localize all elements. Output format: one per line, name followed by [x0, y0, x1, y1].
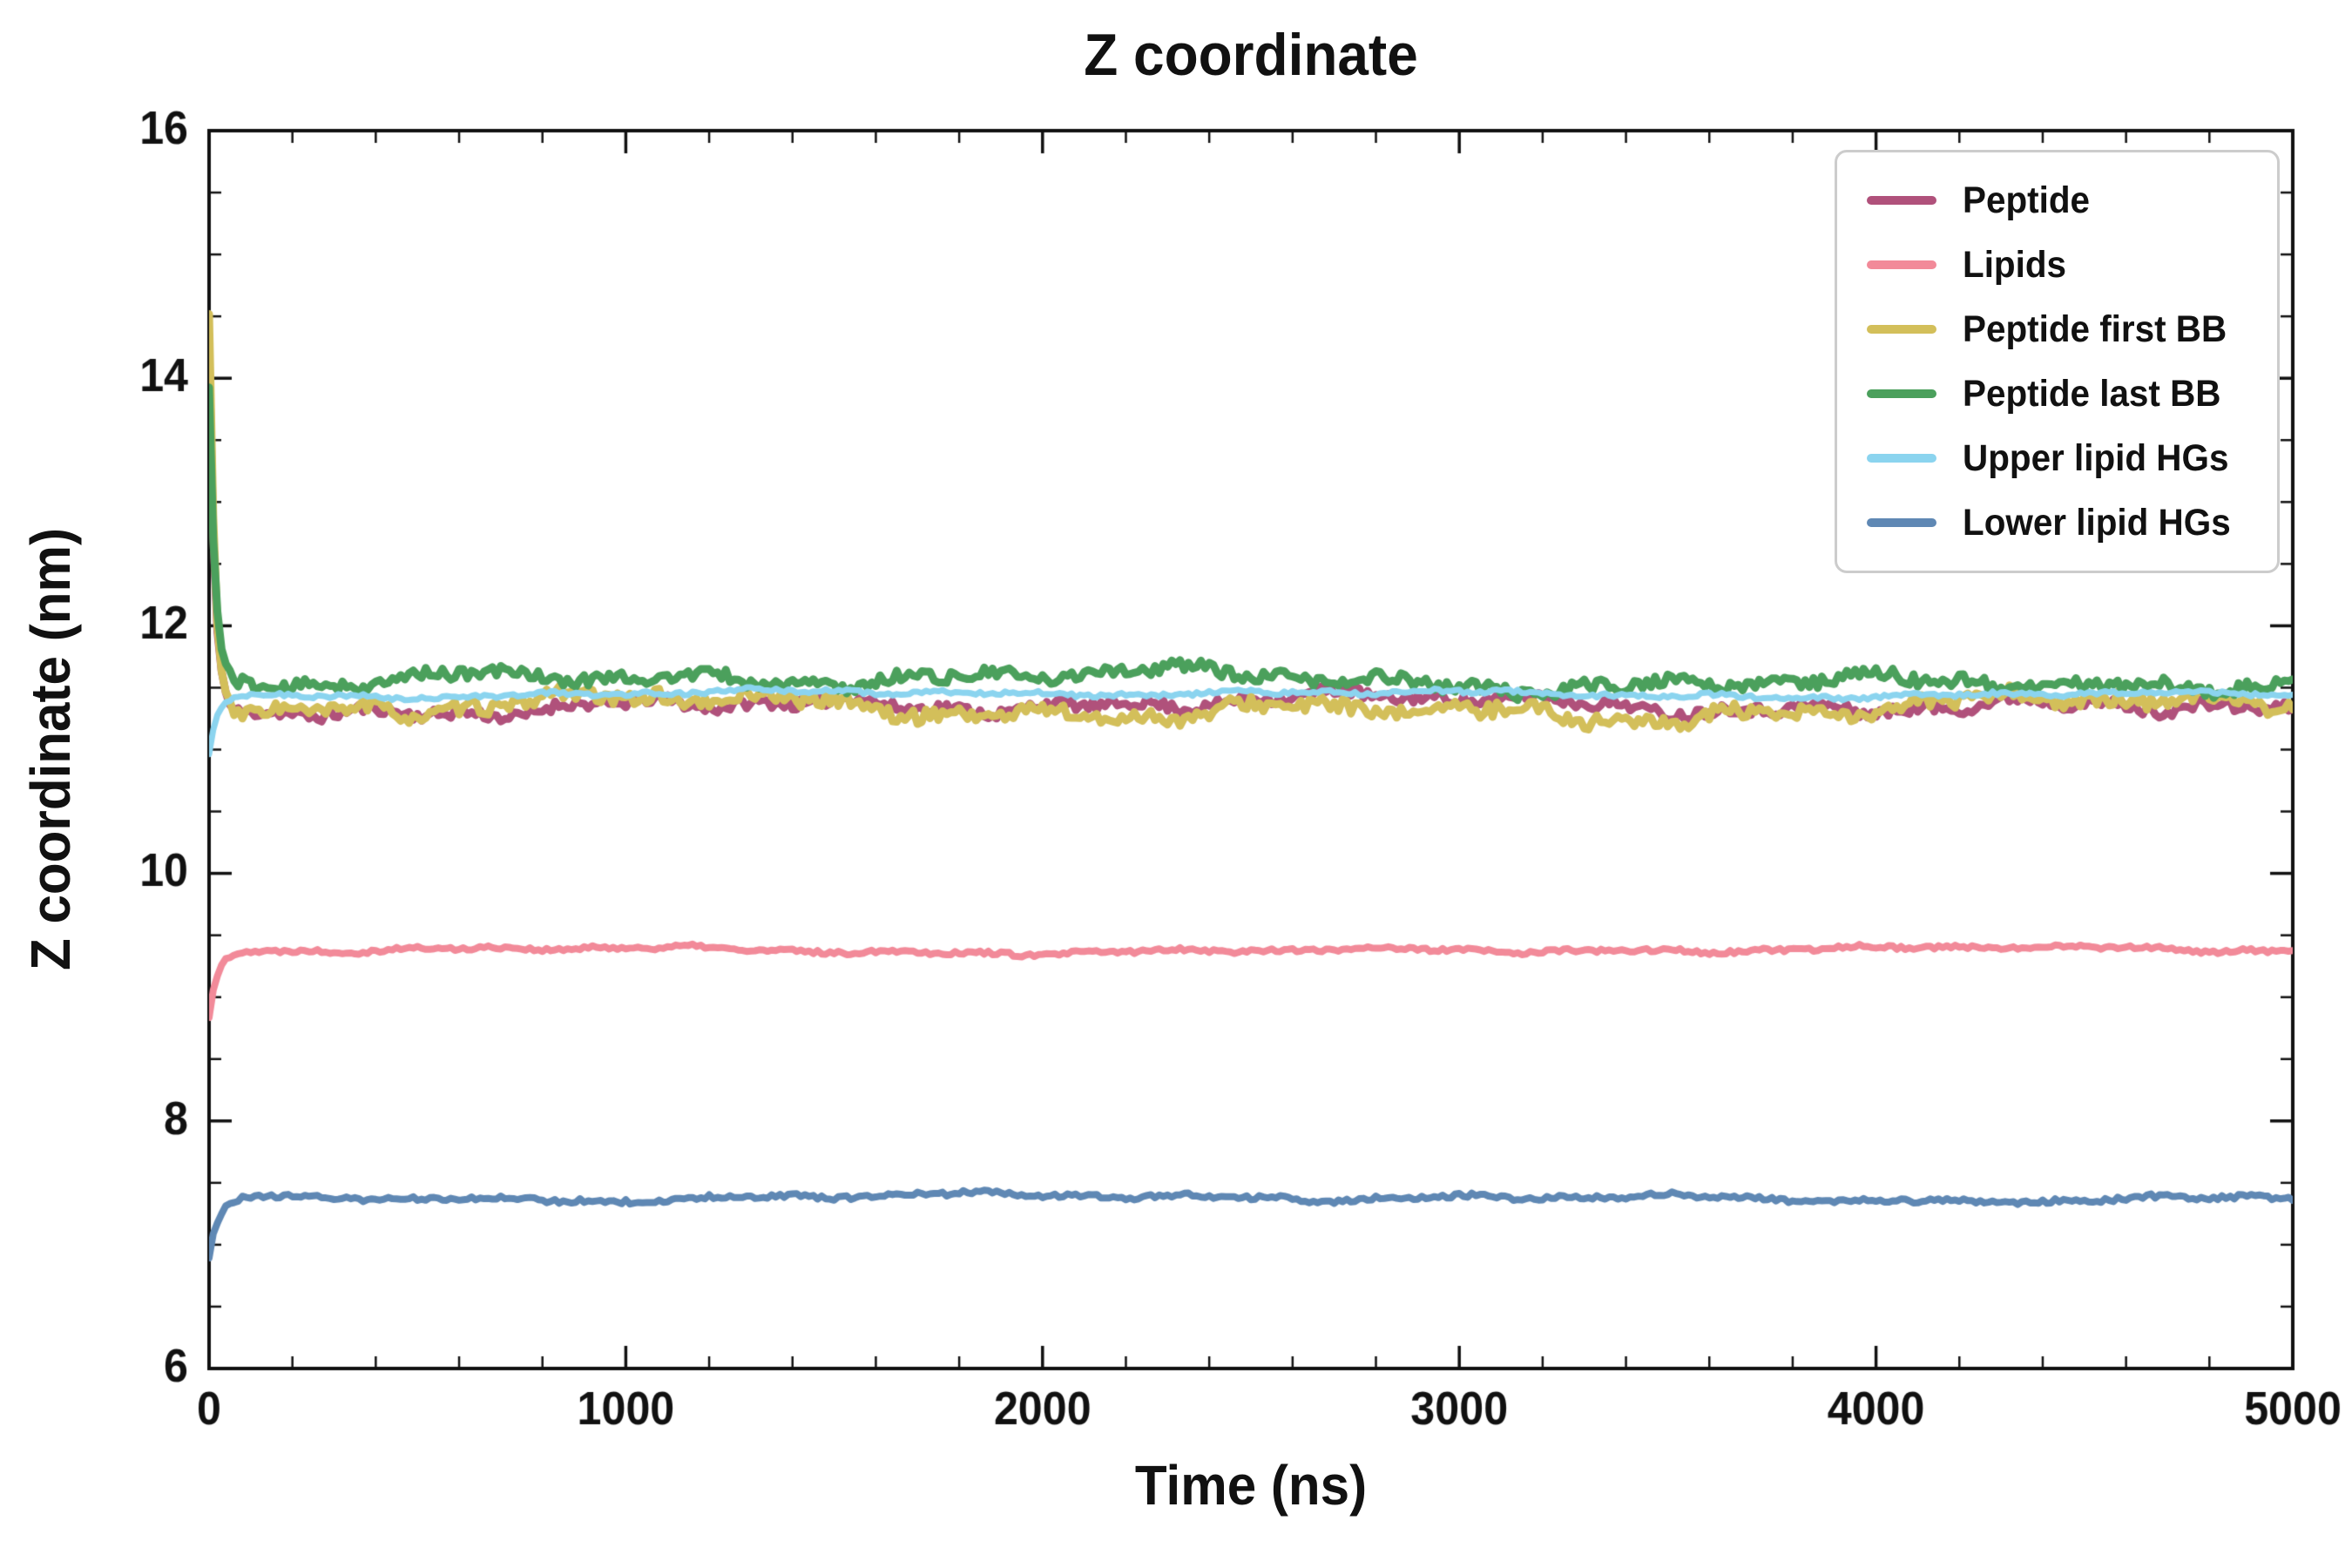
legend: Peptide Lipids Peptide first BB Peptide las…	[1835, 150, 2281, 573]
legend-entry: Lower lipid HGs	[1867, 494, 2247, 551]
legend-label: Upper lipid HGs	[1963, 436, 2229, 479]
legend-entry: Peptide last BB	[1867, 365, 2247, 422]
legend-label: Peptide	[1963, 179, 2090, 221]
legend-swatch-peptide-first-bb	[1867, 325, 1936, 334]
legend-label: Peptide last BB	[1963, 372, 2221, 415]
legend-swatch-peptide	[1867, 196, 1936, 205]
legend-swatch-lower-lipid-hgs	[1867, 518, 1936, 527]
legend-entry: Lipids	[1867, 236, 2247, 294]
legend-entry: Peptide first BB	[1867, 301, 2247, 358]
legend-label: Lower lipid HGs	[1963, 501, 2231, 544]
legend-swatch-lipids	[1867, 260, 1936, 269]
legend-entry: Peptide	[1867, 172, 2247, 229]
y-axis-label: Z coordinate (nm)	[19, 527, 82, 971]
legend-swatch-peptide-last-bb	[1867, 389, 1936, 398]
legend-label: Lipids	[1963, 243, 2067, 286]
legend-label: Peptide first BB	[1963, 308, 2227, 350]
legend-swatch-upper-lipid-hgs	[1867, 454, 1936, 463]
x-axis-label: Time (ns)	[1134, 1454, 1368, 1517]
legend-entry: Upper lipid HGs	[1867, 429, 2247, 487]
chart-title: Z coordinate	[1084, 22, 1418, 88]
